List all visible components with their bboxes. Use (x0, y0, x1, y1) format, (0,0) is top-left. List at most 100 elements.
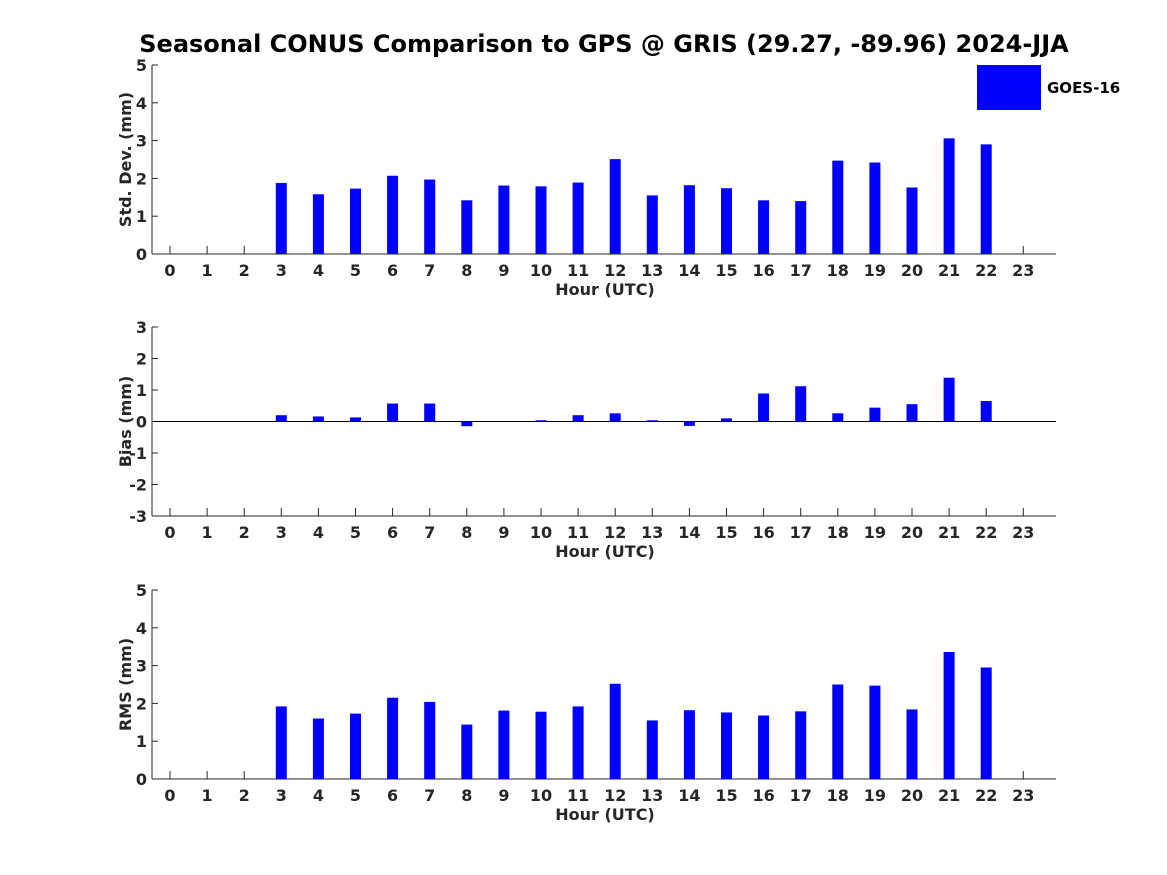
x-tick-label: 2 (239, 523, 250, 542)
x-tick-label: 17 (790, 261, 812, 280)
x-tick-label: 11 (567, 523, 589, 542)
x-tick-label: 4 (313, 261, 324, 280)
x-axis-label: Hour (UTC) (555, 805, 655, 824)
bar-hour-8 (461, 421, 473, 427)
x-tick-label: 6 (387, 523, 398, 542)
x-tick-label: 11 (567, 786, 589, 805)
y-tick-label: 3 (136, 657, 147, 676)
x-tick-label: 5 (350, 523, 361, 542)
bar-hour-21 (943, 377, 955, 422)
y-tick-label: -1 (129, 444, 147, 463)
y-tick-label: 3 (136, 318, 147, 337)
bar-hour-7 (424, 403, 436, 422)
bar-hour-3 (275, 182, 287, 254)
bar-hour-6 (387, 175, 399, 254)
x-tick-label: 14 (678, 786, 700, 805)
x-tick-label: 17 (790, 523, 812, 542)
x-tick-label: 9 (498, 523, 509, 542)
legend: GOES-16 (977, 65, 1120, 110)
bar-hour-17 (795, 201, 807, 254)
x-tick-label: 23 (1012, 261, 1034, 280)
bar-hour-9 (498, 710, 510, 779)
y-tick-label: 1 (136, 732, 147, 751)
x-tick-label: 4 (313, 786, 324, 805)
y-tick-label: 3 (136, 132, 147, 151)
bar-hour-19 (869, 407, 881, 422)
bar-hour-19 (869, 685, 881, 779)
bar-hour-14 (683, 421, 695, 426)
x-tick-label: 16 (752, 261, 774, 280)
x-tick-label: 9 (498, 261, 509, 280)
x-tick-label: 19 (864, 523, 886, 542)
x-tick-label: 8 (461, 786, 472, 805)
bar-hour-14 (683, 710, 695, 779)
bar-hour-20 (906, 187, 918, 254)
x-tick-label: 22 (975, 261, 997, 280)
x-tick-label: 22 (975, 523, 997, 542)
y-tick-label: 1 (136, 381, 147, 400)
x-tick-label: 11 (567, 261, 589, 280)
x-tick-label: 0 (164, 261, 175, 280)
x-tick-label: 10 (530, 786, 552, 805)
bar-hour-3 (275, 415, 287, 422)
x-tick-label: 13 (641, 523, 663, 542)
x-tick-label: 2 (239, 786, 250, 805)
chart-title: Seasonal CONUS Comparison to GPS @ GRIS … (139, 30, 1069, 58)
bar-hour-9 (498, 185, 510, 254)
x-tick-label: 21 (938, 786, 960, 805)
y-tick-label: 2 (136, 694, 147, 713)
bar-hour-4 (312, 718, 324, 779)
x-tick-label: 18 (827, 261, 849, 280)
x-tick-label: 22 (975, 786, 997, 805)
y-tick-label: -3 (129, 507, 147, 526)
x-tick-label: 21 (938, 523, 960, 542)
bar-hour-12 (609, 159, 621, 254)
x-tick-label: 16 (752, 786, 774, 805)
x-tick-label: 7 (424, 786, 435, 805)
x-tick-label: 1 (202, 786, 213, 805)
x-tick-label: 3 (276, 786, 287, 805)
bar-hour-4 (312, 194, 324, 254)
bar-hour-10 (535, 711, 547, 779)
bar-hour-5 (350, 417, 361, 422)
bar-hour-16 (758, 393, 770, 422)
x-tick-label: 5 (350, 786, 361, 805)
bar-hour-5 (350, 713, 361, 779)
bar-hour-22 (980, 144, 992, 254)
y-tick-label: 0 (136, 770, 147, 789)
x-tick-label: 15 (715, 261, 737, 280)
x-tick-label: 16 (752, 523, 774, 542)
y-tick-label: 0 (136, 413, 147, 432)
bar-hour-11 (572, 706, 584, 779)
x-tick-label: 18 (827, 523, 849, 542)
x-tick-label: 23 (1012, 786, 1034, 805)
bar-hour-11 (572, 415, 584, 422)
x-tick-label: 1 (202, 261, 213, 280)
x-tick-label: 7 (424, 523, 435, 542)
y-tick-label: 0 (136, 245, 147, 264)
bar-hour-16 (758, 715, 770, 779)
bar-hour-18 (832, 160, 844, 254)
bar-hour-17 (795, 386, 807, 422)
x-tick-label: 7 (424, 261, 435, 280)
bar-hour-11 (572, 182, 584, 254)
bar-hour-13 (646, 195, 658, 254)
x-tick-label: 14 (678, 261, 700, 280)
x-tick-label: 10 (530, 523, 552, 542)
x-axis-label: Hour (UTC) (555, 280, 655, 299)
bar-hour-3 (275, 706, 287, 779)
bar-hour-12 (609, 413, 621, 422)
x-tick-label: 13 (641, 261, 663, 280)
x-tick-label: 0 (164, 786, 175, 805)
bar-hour-22 (980, 401, 992, 422)
x-tick-label: 20 (901, 523, 923, 542)
x-tick-label: 20 (901, 786, 923, 805)
bar-hour-7 (424, 179, 436, 254)
x-tick-label: 12 (604, 261, 626, 280)
bar-hour-15 (721, 188, 732, 254)
